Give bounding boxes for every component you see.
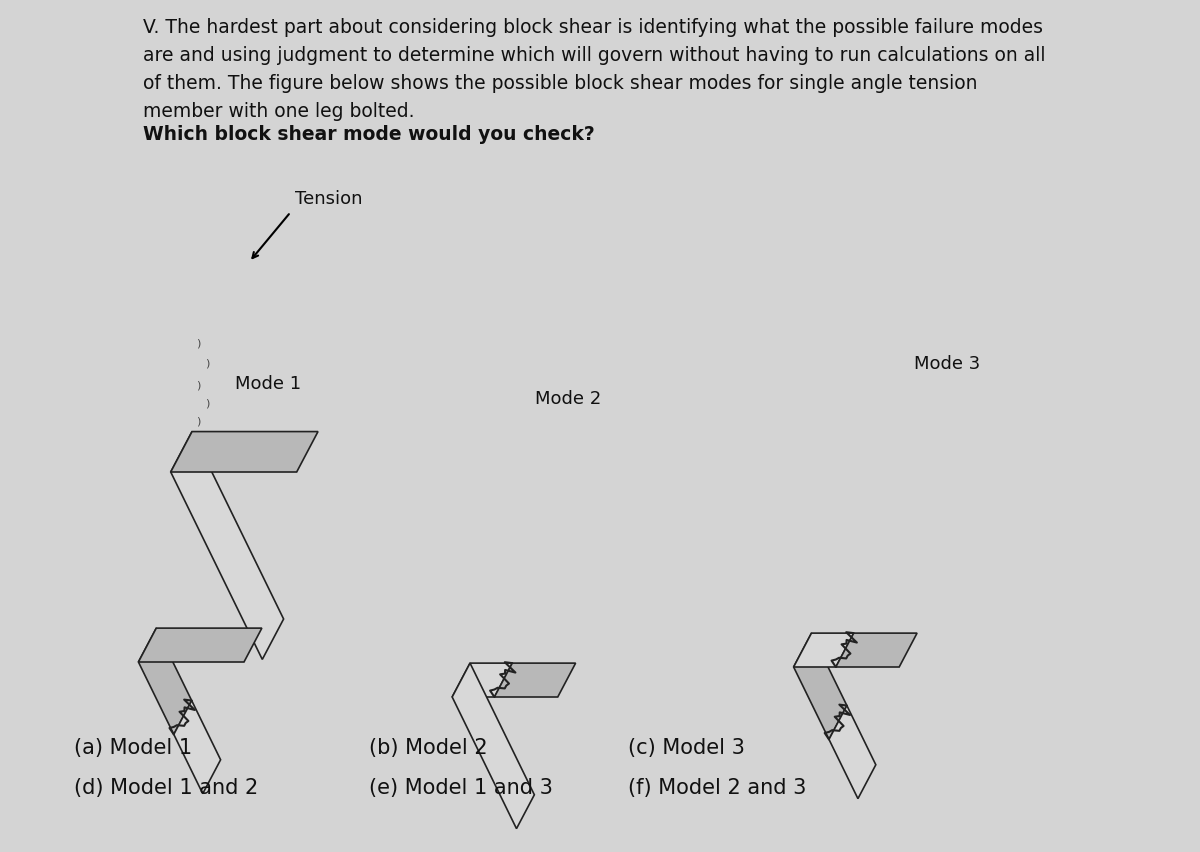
Text: V. The hardest part about considering block shear is identifying what the possib: V. The hardest part about considering bl… bbox=[143, 18, 1045, 121]
Text: ): ) bbox=[205, 358, 210, 367]
Text: (e) Model 1 and 3: (e) Model 1 and 3 bbox=[370, 777, 553, 797]
Text: (f) Model 2 and 3: (f) Model 2 and 3 bbox=[628, 777, 806, 797]
Polygon shape bbox=[170, 432, 318, 473]
Text: Which block shear mode would you check?: Which block shear mode would you check? bbox=[143, 125, 595, 144]
Text: ): ) bbox=[197, 337, 200, 348]
Text: (a) Model 1: (a) Model 1 bbox=[74, 737, 192, 757]
Polygon shape bbox=[138, 629, 262, 662]
Polygon shape bbox=[170, 432, 283, 659]
Text: (b) Model 2: (b) Model 2 bbox=[370, 737, 487, 757]
Polygon shape bbox=[793, 633, 847, 740]
Polygon shape bbox=[138, 629, 192, 734]
Polygon shape bbox=[793, 633, 853, 667]
Text: ): ) bbox=[197, 379, 200, 389]
Text: ): ) bbox=[197, 416, 200, 425]
Text: (c) Model 3: (c) Model 3 bbox=[628, 737, 744, 757]
Polygon shape bbox=[836, 633, 917, 667]
Text: ): ) bbox=[205, 398, 210, 407]
Polygon shape bbox=[452, 664, 512, 697]
Polygon shape bbox=[452, 664, 534, 829]
Text: Mode 3: Mode 3 bbox=[913, 354, 980, 372]
Polygon shape bbox=[494, 664, 576, 697]
Polygon shape bbox=[174, 700, 221, 794]
Text: (d) Model 1 and 2: (d) Model 1 and 2 bbox=[74, 777, 258, 797]
Text: Mode 1: Mode 1 bbox=[235, 375, 301, 393]
Text: Mode 2: Mode 2 bbox=[535, 389, 601, 407]
Polygon shape bbox=[829, 705, 876, 798]
Text: Tension: Tension bbox=[295, 190, 362, 208]
